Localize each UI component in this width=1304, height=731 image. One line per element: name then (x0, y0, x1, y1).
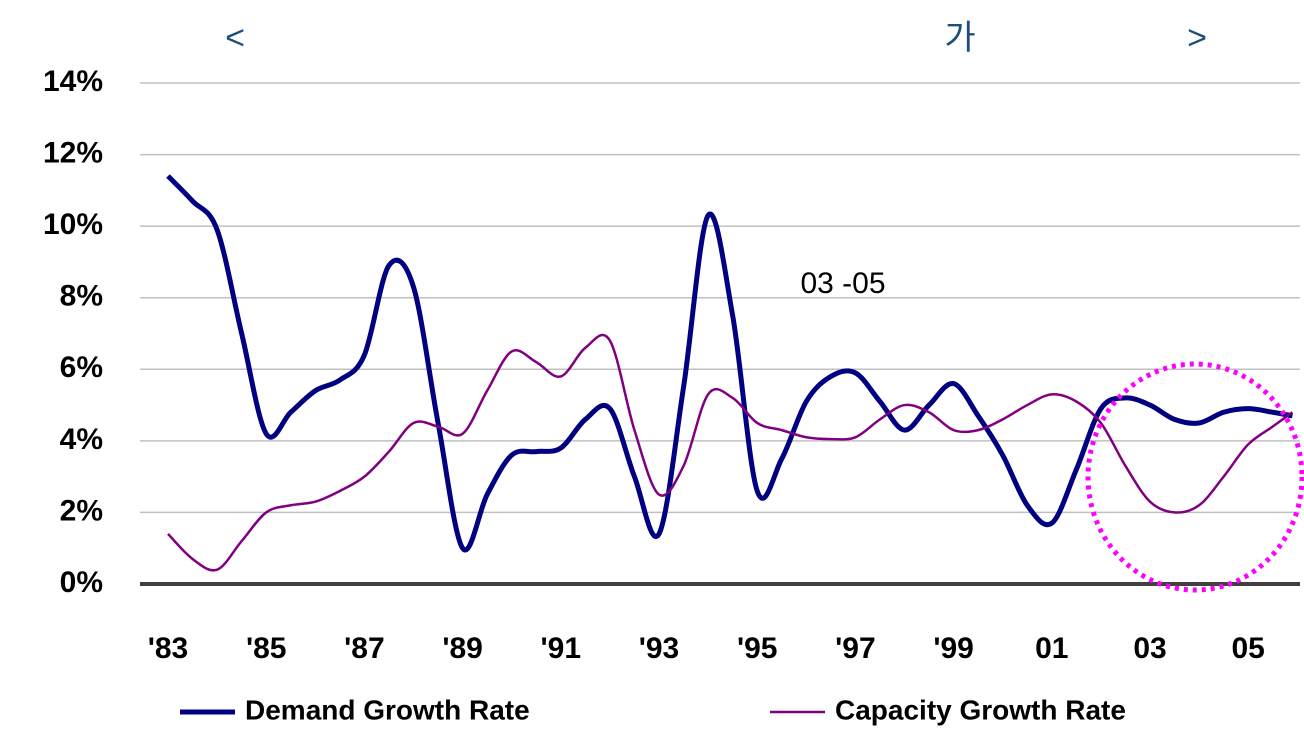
y-tick-label: 12% (43, 136, 103, 169)
x-tick-label: 01 (1035, 632, 1068, 665)
x-tick-label: '99 (933, 632, 974, 665)
y-tick-label: 6% (60, 351, 103, 384)
x-tick-label: '97 (835, 632, 876, 665)
legend: Demand Growth Rate Capacity Growth Rate (180, 694, 1126, 725)
x-tick-label: '95 (737, 632, 778, 665)
highlight-circle (1085, 361, 1304, 593)
grid (140, 82, 1300, 586)
x-tick-label: 03 (1133, 632, 1166, 665)
y-tick-label: 10% (43, 208, 103, 241)
x-tick-label: '91 (541, 632, 582, 665)
title-part: > (1187, 19, 1207, 57)
lines (166, 174, 1294, 572)
x-tick-label: '83 (148, 632, 189, 665)
title-part: 가 (944, 19, 975, 57)
x-tick-label: '87 (344, 632, 385, 665)
y-tick-label: 2% (60, 494, 103, 527)
title-part: < (225, 19, 245, 57)
y-tick-label: 8% (60, 280, 103, 313)
series-line (167, 333, 1294, 572)
x-tick-label: '89 (442, 632, 483, 665)
x-tick-label: '93 (639, 632, 680, 665)
y-tick-label: 0% (60, 566, 103, 599)
y-tick-label: 14% (43, 65, 103, 98)
x-tick-label: 05 (1232, 632, 1265, 665)
x-tick-label: '85 (246, 632, 287, 665)
legend-label: Capacity Growth Rate (835, 694, 1126, 725)
y-tick-label: 4% (60, 423, 103, 456)
legend-label: Demand Growth Rate (245, 694, 530, 725)
series-line (166, 174, 1293, 553)
annotation: 03 -05 (800, 267, 885, 300)
